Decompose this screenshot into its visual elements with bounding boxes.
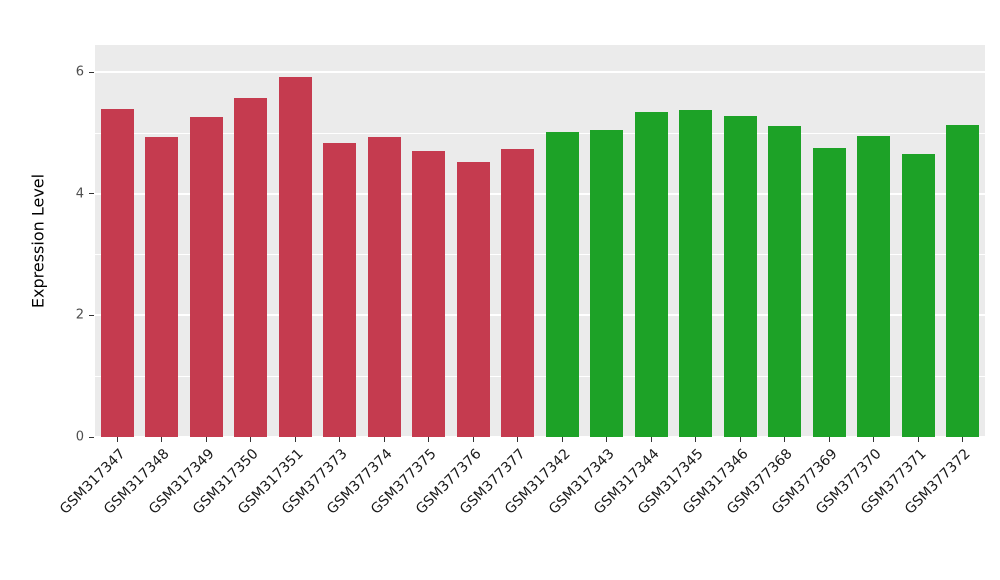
bar bbox=[590, 130, 624, 437]
bar bbox=[634, 111, 668, 437]
y-tick-mark bbox=[89, 71, 94, 73]
bar bbox=[901, 154, 935, 437]
bar bbox=[412, 151, 446, 437]
bar bbox=[278, 76, 312, 437]
gridline-minor bbox=[95, 375, 985, 377]
x-tick-mark bbox=[161, 437, 163, 442]
bar bbox=[189, 116, 223, 437]
bar bbox=[768, 125, 802, 437]
x-tick-mark bbox=[383, 437, 385, 442]
x-tick-mark bbox=[695, 437, 697, 442]
x-tick-mark bbox=[917, 437, 919, 442]
x-tick-mark bbox=[428, 437, 430, 442]
x-tick-mark bbox=[339, 437, 341, 442]
bar bbox=[946, 125, 980, 437]
bar bbox=[857, 136, 891, 437]
y-tick-mark bbox=[89, 436, 94, 438]
bar bbox=[456, 161, 490, 437]
y-tick-label: 6 bbox=[75, 64, 84, 80]
x-tick-mark bbox=[116, 437, 118, 442]
x-tick-mark bbox=[739, 437, 741, 442]
bar bbox=[323, 143, 357, 437]
bar bbox=[367, 137, 401, 437]
x-tick-mark bbox=[962, 437, 964, 442]
gridline-minor bbox=[95, 132, 985, 134]
x-tick-mark bbox=[650, 437, 652, 442]
gridline-major bbox=[95, 436, 985, 438]
x-tick-mark bbox=[294, 437, 296, 442]
bar bbox=[545, 131, 579, 437]
plot-panel bbox=[95, 45, 985, 438]
x-tick-mark bbox=[472, 437, 474, 442]
y-tick-label: 4 bbox=[75, 186, 84, 202]
y-tick-label: 2 bbox=[75, 307, 84, 323]
y-tick-mark bbox=[89, 193, 94, 195]
x-tick-mark bbox=[784, 437, 786, 442]
x-tick-mark bbox=[205, 437, 207, 442]
gridline-major bbox=[95, 192, 985, 195]
y-axis-title: Expression Level bbox=[28, 173, 48, 309]
bar bbox=[100, 108, 134, 437]
gridline-minor bbox=[95, 254, 985, 256]
x-tick-mark bbox=[606, 437, 608, 442]
gridline-major bbox=[95, 314, 985, 317]
bar bbox=[723, 116, 757, 437]
y-tick-label: 0 bbox=[75, 429, 84, 445]
bar bbox=[679, 110, 713, 437]
x-tick-mark bbox=[561, 437, 563, 442]
x-tick-mark bbox=[517, 437, 519, 442]
x-tick-mark bbox=[873, 437, 875, 442]
x-tick-mark bbox=[250, 437, 252, 442]
bar bbox=[812, 148, 846, 437]
bar bbox=[501, 148, 535, 437]
bar bbox=[234, 98, 268, 437]
gridline-major bbox=[95, 71, 985, 74]
y-tick-mark bbox=[89, 314, 94, 316]
bar bbox=[145, 137, 179, 437]
x-tick-mark bbox=[828, 437, 830, 442]
